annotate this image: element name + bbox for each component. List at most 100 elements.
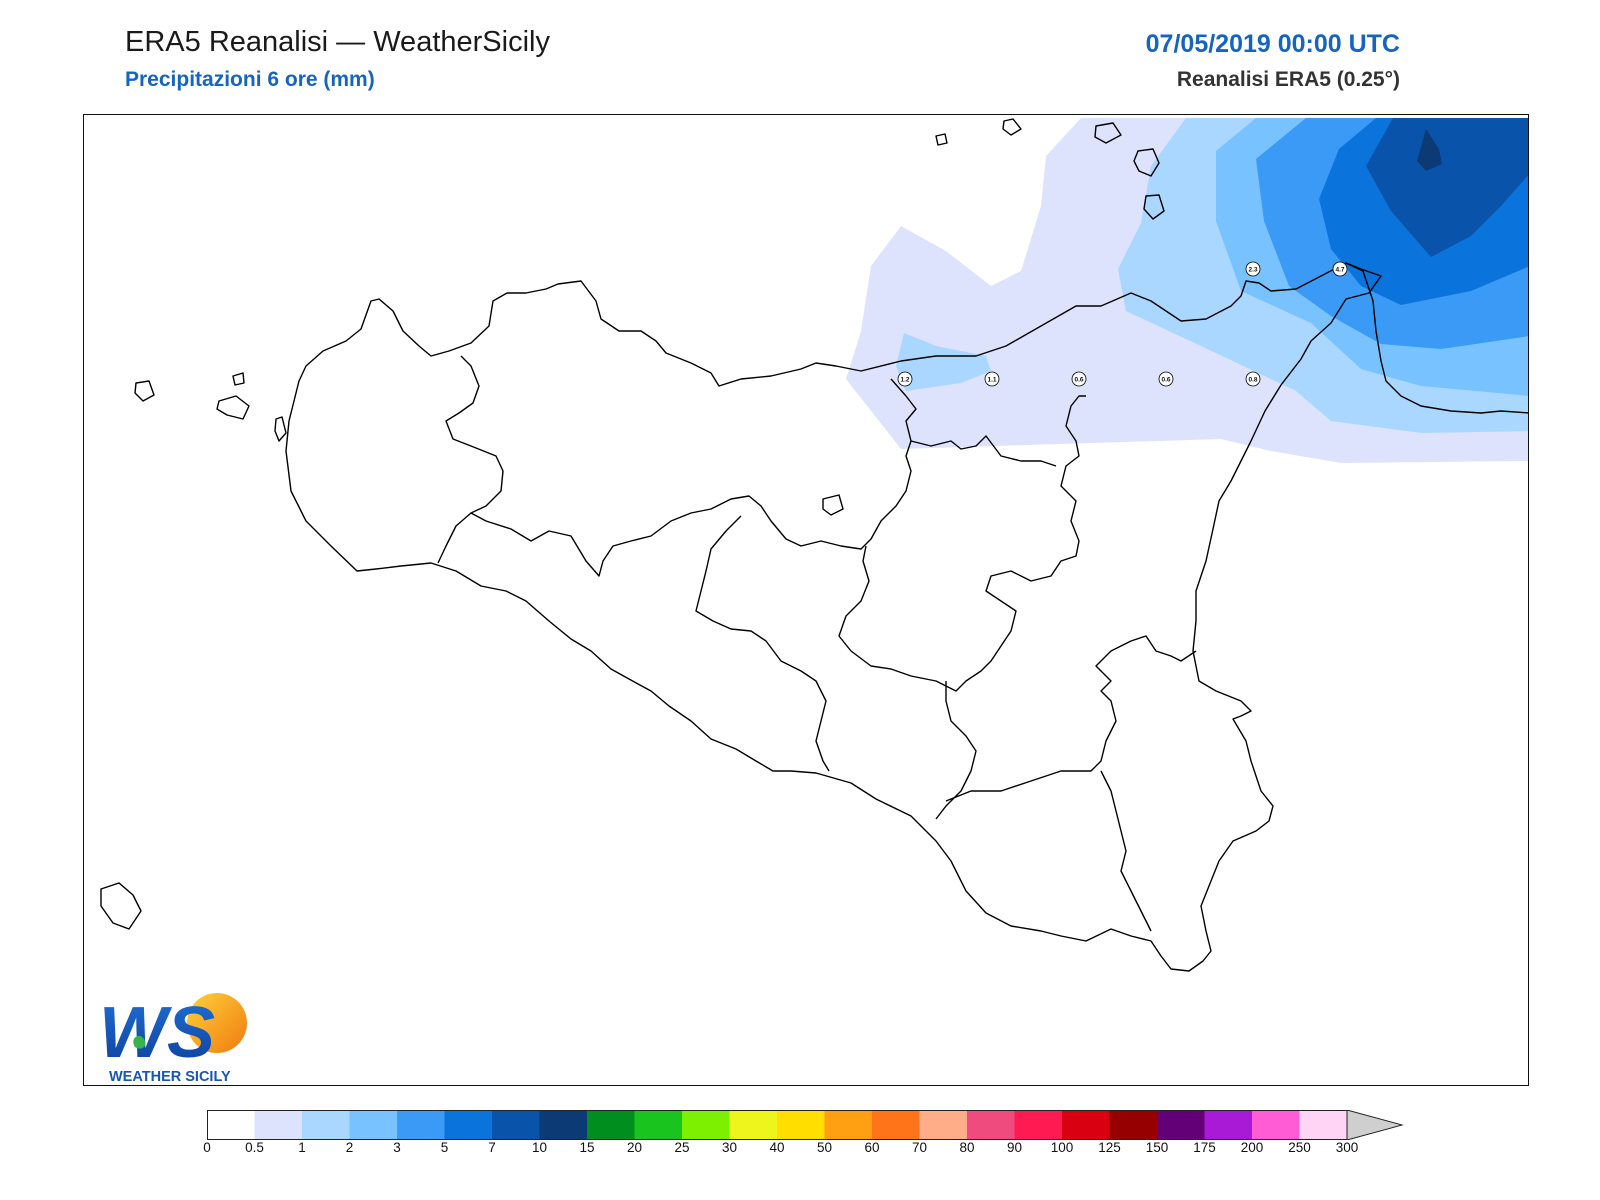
colorbar-segment [539,1110,587,1140]
island-favignana [216,395,250,420]
colorbar-tick-label: 0 [203,1140,211,1155]
colorbar-segment [587,1110,635,1140]
point-marker: 1.1 [984,371,1000,387]
coastline-and-boundaries [100,118,1528,972]
svg-text:1.2: 1.2 [900,377,909,384]
colorbar-tick-label: 125 [1098,1140,1121,1155]
colorbar-extend-arrow [1346,1110,1404,1140]
precipitation-map: 1.2 1.1 0.6 0.6 0.8 2.3 4.7 [83,114,1529,1086]
colorbar-segment [349,1110,397,1140]
colorbar-segment [492,1110,540,1140]
svg-text:WEATHER SICILY: WEATHER SICILY [109,1069,231,1085]
province-boundary [935,681,977,820]
island-lago-pozzillo [822,494,844,516]
colorbar-tick-label: 25 [674,1140,690,1155]
point-values: 1.2 1.1 0.6 0.6 0.8 2.3 4.7 [897,261,1348,387]
colorbar [207,1110,1404,1140]
colorbar-tick-label: 60 [864,1140,880,1155]
colorbar-tick-label: 200 [1240,1140,1264,1155]
colorbar-tick-label: 30 [721,1140,738,1155]
sicily-coastline [285,262,1382,972]
colorbar-tick-label: 100 [1050,1140,1074,1155]
colorbar-segment [302,1110,350,1140]
island-ustica [134,380,155,402]
colorbar-segment [1062,1110,1110,1140]
colorbar-segment [1299,1110,1347,1140]
map-title: ERA5 Reanalisi — WeatherSicily [125,26,550,58]
colorbar-segment [1109,1110,1157,1140]
island-alicudi [935,133,948,146]
colorbar-segment [207,1110,255,1140]
colorbar-segment [872,1110,920,1140]
province-boundary [910,435,1057,467]
colorbar-tick-label: 150 [1145,1140,1169,1155]
colorbar-segment [967,1110,1015,1140]
colorbar-segment [1252,1110,1300,1140]
colorbar-tick-label: 7 [488,1140,496,1155]
colorbar-tick-label: 3 [393,1140,401,1155]
svg-text:WS: WS [99,993,215,1073]
svg-text:0.8: 0.8 [1248,377,1257,384]
colorbar-segment [444,1110,492,1140]
colorbar-tick-label: 90 [1006,1140,1023,1155]
svg-text:0.6: 0.6 [1074,377,1083,384]
island-lipari [1143,194,1165,220]
colorbar-tick-label: 50 [816,1140,833,1155]
point-marker: 2.3 [1245,261,1261,277]
island-stromboli [1094,122,1122,144]
point-marker: 1.2 [897,371,913,387]
svg-text:4.7: 4.7 [1335,267,1344,274]
point-marker: 0.6 [1158,371,1174,387]
point-marker: 4.7 [1332,261,1348,277]
colorbar-tick-label: 5 [440,1140,449,1155]
province-boundary [838,395,1086,692]
island-pantelleria [100,882,142,930]
precip-band-1-2-west [896,333,991,391]
province-boundary [470,378,917,577]
province-boundary [437,355,504,564]
province-boundary [695,515,830,772]
colorbar-segment [777,1110,825,1140]
colorbar-tick-label: 15 [579,1140,595,1155]
precipitation-field [846,118,1528,463]
colorbar-segment [254,1110,302,1140]
colorbar-tick-label: 70 [911,1140,928,1155]
data-source: Reanalisi ERA5 (0.25°) [1176,68,1400,91]
colorbar-segment [729,1110,777,1140]
island-salina [1133,148,1160,177]
colorbar-segment [397,1110,445,1140]
svg-text:1.1: 1.1 [987,377,996,384]
point-marker: 0.8 [1245,371,1261,387]
colorbar-tick-label: 40 [769,1140,785,1155]
island-levanzo [232,372,245,386]
precip-band-10-15 [1417,129,1442,171]
svg-text:0.6: 0.6 [1161,377,1170,384]
colorbar-segment [919,1110,967,1140]
colorbar-segment [1204,1110,1252,1140]
province-boundary [1100,770,1152,932]
colorbar-tick-label: 1 [298,1140,306,1155]
island-panarea [1002,118,1022,136]
colorbar-border [207,1110,1348,1140]
colorbar-segment [634,1110,682,1140]
colorbar-segment [1014,1110,1062,1140]
island-marettimo [274,416,287,442]
colorbar-tick-label: 20 [626,1140,643,1155]
point-marker: 0.6 [1071,371,1087,387]
colorbar-tick-label: 0.5 [245,1140,264,1155]
valid-datetime: 07/05/2019 00:00 UTC [1145,30,1400,58]
colorbar-tick-label: 2 [345,1140,354,1155]
colorbar-tick-label: 80 [959,1140,975,1155]
colorbar-tick-label: 175 [1193,1140,1216,1155]
map-canvas: 1.2 1.1 0.6 0.6 0.8 2.3 4.7 [100,118,1528,972]
precip-band-7-10 [1366,118,1528,257]
province-boundary [1345,262,1528,414]
weathersicily-logo: WS WEATHER SICILY [97,985,257,1090]
colorbar-segment [682,1110,730,1140]
province-boundary [945,635,1197,802]
colorbar-tick-label: 10 [531,1140,548,1155]
colorbar-labels: 0 0.5 1 2 3 5 7 10 15 20 25 30 40 50 60 70 80 90 100 125 150… [203,1140,1407,1160]
colorbar-segment [824,1110,872,1140]
map-subtitle: Precipitazioni 6 ore (mm) [125,68,375,91]
colorbar-tick-label: 250 [1288,1140,1311,1155]
